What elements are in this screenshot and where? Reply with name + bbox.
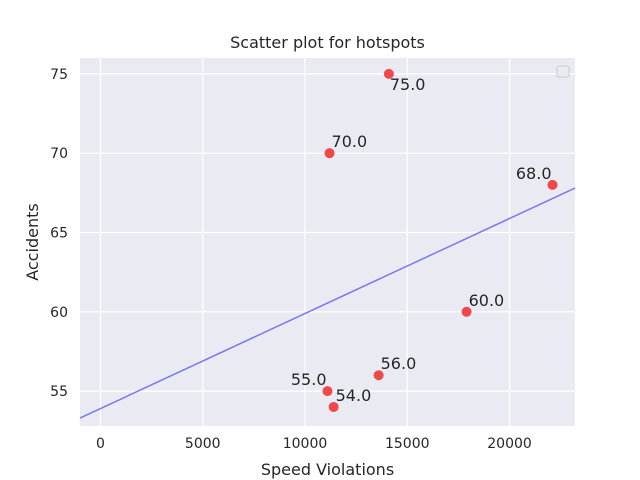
x-tick-label: 0	[96, 436, 105, 452]
data-label: 68.0	[516, 164, 552, 183]
x-tick-label: 20000	[487, 436, 532, 452]
trend-line	[79, 187, 576, 419]
legend-box	[556, 65, 570, 78]
x-tick-labels: 0 5000 10000 15000 20000	[96, 436, 532, 452]
data-point	[383, 68, 394, 79]
y-tick-labels: 55 60 65 70 75	[50, 67, 68, 400]
data-label: 75.0	[390, 75, 426, 94]
x-tick-label: 15000	[385, 436, 430, 452]
x-axis-label: Speed Violations	[261, 460, 394, 479]
data-point	[547, 179, 558, 190]
y-tick-label: 70	[50, 146, 68, 162]
data-point	[322, 386, 333, 397]
data-labels: 75.0 70.0 68.0 60.0 56.0 55.0 54.0	[291, 75, 552, 405]
data-points	[322, 68, 558, 412]
y-tick-label: 60	[50, 305, 68, 321]
data-point	[324, 148, 335, 159]
chart-title: Scatter plot for hotspots	[230, 33, 425, 52]
y-tick-label: 65	[50, 225, 68, 241]
data-label: 70.0	[332, 132, 368, 151]
data-label: 55.0	[291, 370, 327, 389]
x-tick-label: 5000	[185, 436, 221, 452]
y-axis-label: Accidents	[23, 203, 42, 280]
y-tick-label: 75	[50, 67, 68, 83]
x-tick-label: 10000	[283, 436, 328, 452]
data-label: 54.0	[336, 386, 372, 405]
data-label: 56.0	[381, 354, 417, 373]
data-point	[373, 370, 384, 381]
data-point	[328, 401, 339, 412]
trend-line-group	[79, 187, 576, 419]
data-label: 60.0	[469, 291, 505, 310]
data-point	[461, 306, 472, 317]
y-tick-label: 55	[50, 384, 68, 400]
plot-background	[80, 58, 575, 426]
